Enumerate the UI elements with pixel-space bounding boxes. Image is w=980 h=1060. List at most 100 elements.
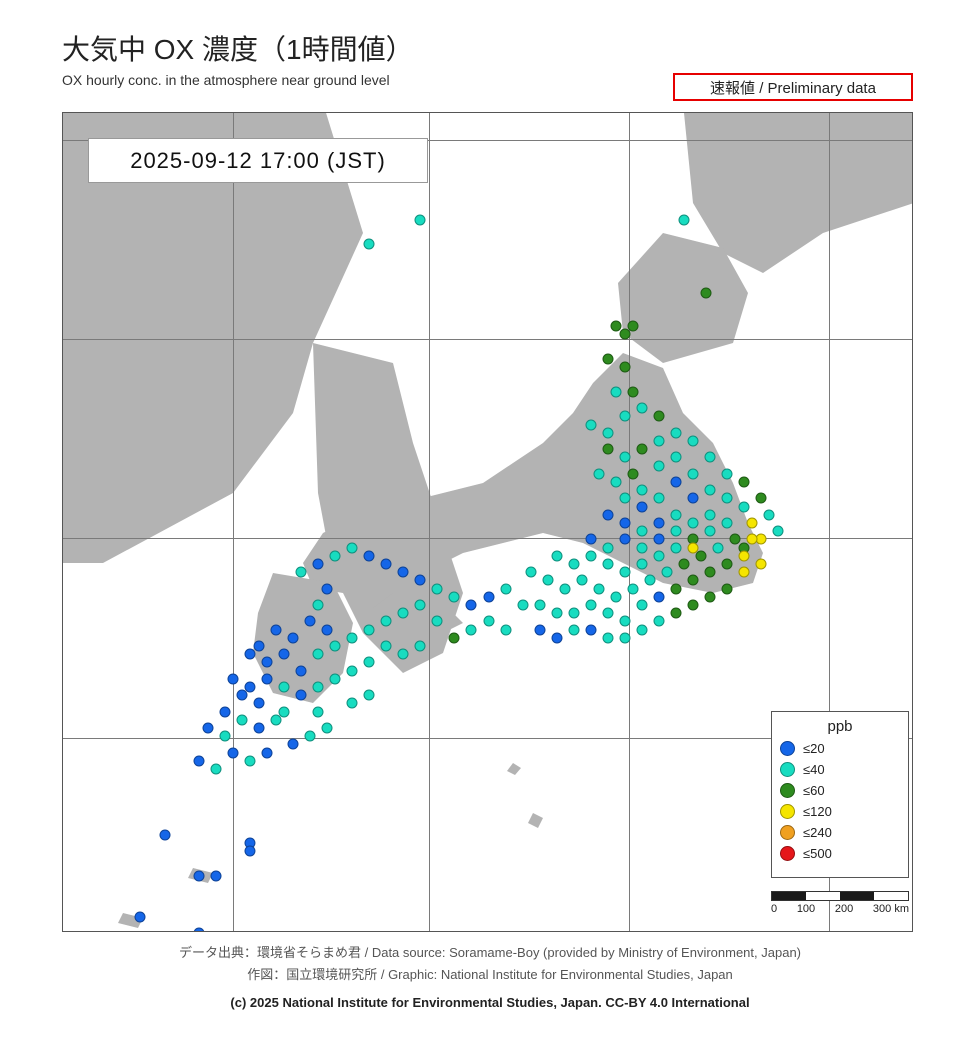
station-marker[interactable] <box>551 632 562 643</box>
station-marker[interactable] <box>738 550 749 561</box>
station-marker[interactable] <box>628 583 639 594</box>
station-marker[interactable] <box>560 583 571 594</box>
station-marker[interactable] <box>611 477 622 488</box>
station-marker[interactable] <box>636 542 647 553</box>
station-marker[interactable] <box>619 518 630 529</box>
station-marker[interactable] <box>585 419 596 430</box>
station-marker[interactable] <box>636 559 647 570</box>
station-marker[interactable] <box>466 600 477 611</box>
station-marker[interactable] <box>194 928 205 933</box>
station-marker[interactable] <box>432 583 443 594</box>
station-marker[interactable] <box>619 362 630 373</box>
station-marker[interactable] <box>194 870 205 881</box>
station-marker[interactable] <box>313 649 324 660</box>
station-marker[interactable] <box>483 591 494 602</box>
station-marker[interactable] <box>755 559 766 570</box>
station-marker[interactable] <box>619 493 630 504</box>
station-marker[interactable] <box>704 452 715 463</box>
station-marker[interactable] <box>381 559 392 570</box>
station-marker[interactable] <box>721 493 732 504</box>
station-marker[interactable] <box>764 509 775 520</box>
station-marker[interactable] <box>449 591 460 602</box>
station-marker[interactable] <box>398 608 409 619</box>
station-marker[interactable] <box>526 567 537 578</box>
station-marker[interactable] <box>330 641 341 652</box>
station-marker[interactable] <box>619 411 630 422</box>
station-marker[interactable] <box>543 575 554 586</box>
station-marker[interactable] <box>738 501 749 512</box>
station-marker[interactable] <box>500 583 511 594</box>
map-frame[interactable]: 125°E 130°E 135°E 140°E 45°N 40°N 35°N 3… <box>62 112 913 932</box>
station-marker[interactable] <box>747 518 758 529</box>
station-marker[interactable] <box>619 616 630 627</box>
station-marker[interactable] <box>551 550 562 561</box>
station-marker[interactable] <box>747 534 758 545</box>
station-marker[interactable] <box>670 427 681 438</box>
station-marker[interactable] <box>245 682 256 693</box>
station-marker[interactable] <box>602 632 613 643</box>
station-marker[interactable] <box>670 477 681 488</box>
station-marker[interactable] <box>347 542 358 553</box>
station-marker[interactable] <box>202 723 213 734</box>
station-marker[interactable] <box>653 436 664 447</box>
station-marker[interactable] <box>670 526 681 537</box>
station-marker[interactable] <box>415 600 426 611</box>
station-marker[interactable] <box>687 575 698 586</box>
station-marker[interactable] <box>662 567 673 578</box>
station-marker[interactable] <box>313 706 324 717</box>
station-marker[interactable] <box>687 542 698 553</box>
station-marker[interactable] <box>585 550 596 561</box>
station-marker[interactable] <box>721 559 732 570</box>
station-marker[interactable] <box>670 542 681 553</box>
station-marker[interactable] <box>687 518 698 529</box>
station-marker[interactable] <box>577 575 588 586</box>
station-marker[interactable] <box>738 477 749 488</box>
station-marker[interactable] <box>700 288 711 299</box>
station-marker[interactable] <box>296 690 307 701</box>
station-marker[interactable] <box>347 665 358 676</box>
station-marker[interactable] <box>687 600 698 611</box>
station-marker[interactable] <box>381 616 392 627</box>
station-marker[interactable] <box>585 624 596 635</box>
station-marker[interactable] <box>534 624 545 635</box>
station-marker[interactable] <box>279 649 290 660</box>
station-marker[interactable] <box>321 723 332 734</box>
station-marker[interactable] <box>619 567 630 578</box>
station-marker[interactable] <box>364 550 375 561</box>
station-marker[interactable] <box>636 444 647 455</box>
station-marker[interactable] <box>636 600 647 611</box>
station-marker[interactable] <box>415 641 426 652</box>
station-marker[interactable] <box>483 616 494 627</box>
station-marker[interactable] <box>228 747 239 758</box>
station-marker[interactable] <box>687 468 698 479</box>
station-marker[interactable] <box>679 559 690 570</box>
station-marker[interactable] <box>568 624 579 635</box>
station-marker[interactable] <box>738 567 749 578</box>
station-marker[interactable] <box>585 600 596 611</box>
station-marker[interactable] <box>636 403 647 414</box>
station-marker[interactable] <box>219 706 230 717</box>
station-marker[interactable] <box>432 616 443 627</box>
station-marker[interactable] <box>704 567 715 578</box>
station-marker[interactable] <box>330 550 341 561</box>
station-marker[interactable] <box>721 518 732 529</box>
station-marker[interactable] <box>687 436 698 447</box>
station-marker[interactable] <box>245 755 256 766</box>
station-marker[interactable] <box>594 583 605 594</box>
station-marker[interactable] <box>415 575 426 586</box>
station-marker[interactable] <box>313 600 324 611</box>
station-marker[interactable] <box>611 591 622 602</box>
station-marker[interactable] <box>236 690 247 701</box>
station-marker[interactable] <box>253 641 264 652</box>
station-marker[interactable] <box>551 608 562 619</box>
station-marker[interactable] <box>347 632 358 643</box>
station-marker[interactable] <box>364 690 375 701</box>
station-marker[interactable] <box>330 673 341 684</box>
station-marker[interactable] <box>245 649 256 660</box>
station-marker[interactable] <box>517 600 528 611</box>
station-marker[interactable] <box>602 542 613 553</box>
station-marker[interactable] <box>636 526 647 537</box>
legend-box[interactable]: ppb ≤20 ≤40 ≤60 ≤120 ≤240 ≤500 <box>771 711 909 878</box>
station-marker[interactable] <box>670 509 681 520</box>
station-marker[interactable] <box>670 583 681 594</box>
